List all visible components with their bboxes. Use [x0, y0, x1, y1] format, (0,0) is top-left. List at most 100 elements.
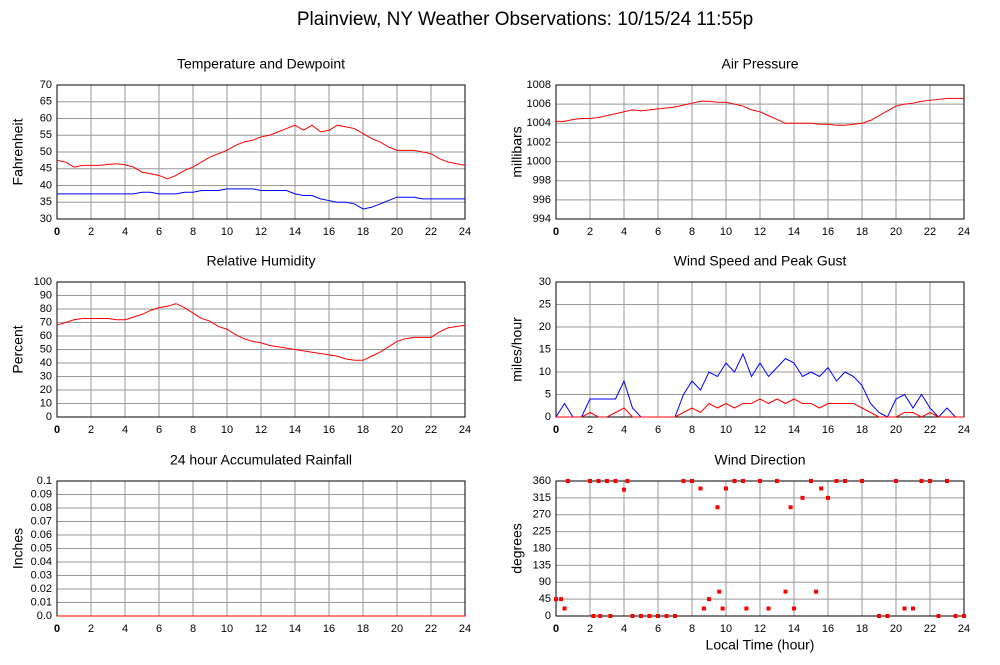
y-tick-label: 1002: [527, 136, 551, 148]
x-tick-label: 4: [621, 226, 627, 238]
x-tick-label: 16: [323, 226, 335, 238]
x-tick-label: 24: [459, 623, 471, 635]
y-axis-label: Percent: [10, 325, 26, 373]
x-tick-label: 24: [958, 623, 970, 635]
y-tick-label: 45: [40, 163, 52, 175]
data-point: [715, 505, 720, 510]
y-tick-label: 5: [545, 388, 551, 400]
data-point: [562, 606, 567, 611]
data-point: [860, 479, 864, 483]
y-tick-label: 70: [40, 79, 52, 91]
data-point: [681, 479, 686, 483]
y-tick-label: 1000: [527, 155, 551, 167]
data-point: [656, 614, 660, 618]
data-point: [565, 479, 570, 483]
data-point: [701, 606, 706, 611]
y-tick-label: 1004: [527, 117, 551, 129]
y-tick-label: 35: [40, 196, 52, 208]
x-tick-label: 12: [255, 226, 267, 238]
y-tick-label: 315: [533, 492, 551, 504]
y-tick-label: 135: [533, 559, 551, 571]
x-tick-label: 8: [190, 424, 196, 436]
x-tick-label: 8: [190, 623, 196, 635]
data-point: [744, 606, 749, 611]
data-point: [613, 479, 618, 483]
plot-frame: [56, 281, 466, 418]
x-tick-label: 22: [425, 424, 437, 436]
y-tick-label: 994: [533, 213, 551, 225]
x-tick-label: 12: [255, 424, 267, 436]
y-tick-label: 0.01: [31, 596, 52, 608]
y-tick-label: 65: [40, 96, 52, 108]
y-tick-label: 40: [40, 357, 52, 369]
y-tick-label: 90: [539, 576, 551, 588]
x-tick-label: 4: [122, 623, 128, 635]
x-tick-label: 12: [754, 623, 766, 635]
y-tick-label: 30: [40, 370, 52, 382]
x-tick-label: 10: [720, 424, 732, 436]
x-tick-label: 18: [357, 424, 369, 436]
y-tick-label: 40: [40, 179, 52, 191]
data-point: [707, 597, 711, 602]
data-line: [57, 188, 465, 210]
data-point: [885, 614, 890, 618]
chart-title: Air Pressure: [721, 56, 798, 72]
data-point: [819, 486, 824, 491]
y-tick-label: 0.09: [31, 488, 52, 500]
x-tick-label: 20: [890, 424, 902, 436]
x-tick-label: 16: [323, 623, 335, 635]
data-line: [555, 352, 964, 418]
y-tick-label: 10: [40, 397, 52, 409]
x-tick-label: 20: [391, 226, 403, 238]
x-tick-label: 6: [655, 424, 661, 436]
y-axis-label: degrees: [509, 523, 525, 574]
data-point: [766, 606, 771, 611]
data-point: [698, 486, 703, 491]
x-tick-label: 18: [856, 226, 868, 238]
x-tick-label: 20: [391, 623, 403, 635]
y-tick-label: 60: [40, 112, 52, 124]
data-point: [596, 479, 601, 483]
data-point: [732, 479, 737, 483]
data-line: [56, 124, 466, 180]
x-tick-label: 4: [122, 226, 128, 238]
data-point: [605, 479, 609, 483]
y-tick-label: 30: [539, 276, 551, 288]
y-axis-label: Inches: [10, 528, 26, 569]
chart-title: Temperature and Dewpoint: [177, 56, 345, 72]
y-tick-label: 1006: [527, 98, 551, 110]
y-tick-label: 0.07: [31, 515, 52, 527]
data-point: [625, 479, 630, 483]
chart-title: Wind Speed and Peak Gust: [674, 253, 847, 269]
y-axis-label: miles/hour: [509, 317, 525, 382]
x-tick-label: 6: [156, 424, 162, 436]
y-tick-label: 20: [40, 384, 52, 396]
y-tick-label: 20: [539, 321, 551, 333]
data-point: [800, 495, 805, 500]
data-point: [720, 606, 725, 611]
data-point: [741, 479, 745, 483]
x-tick-label: 18: [357, 226, 369, 238]
x-tick-label: 14: [788, 226, 800, 238]
y-tick-label: 30: [40, 213, 52, 225]
x-tick-label: 6: [156, 623, 162, 635]
data-point: [622, 487, 626, 492]
x-tick-label: 4: [122, 424, 128, 436]
data-point: [591, 614, 596, 618]
x-tick-label: 10: [221, 623, 233, 635]
y-tick-label: 0: [545, 411, 551, 423]
x-tick-label: 12: [754, 424, 766, 436]
x-axis-label: Local Time (hour): [706, 637, 815, 653]
y-tick-label: 10: [539, 366, 551, 378]
data-point: [962, 614, 966, 618]
x-tick-label: 0: [553, 226, 559, 238]
y-tick-label: 0.04: [31, 556, 52, 568]
y-tick-label: 180: [533, 542, 551, 554]
data-point: [673, 614, 677, 618]
data-point: [630, 614, 635, 618]
plot-frame: [555, 84, 965, 220]
data-point: [809, 479, 813, 483]
x-tick-label: 2: [587, 226, 593, 238]
y-tick-label: 50: [40, 343, 52, 355]
x-tick-label: 2: [587, 623, 593, 635]
